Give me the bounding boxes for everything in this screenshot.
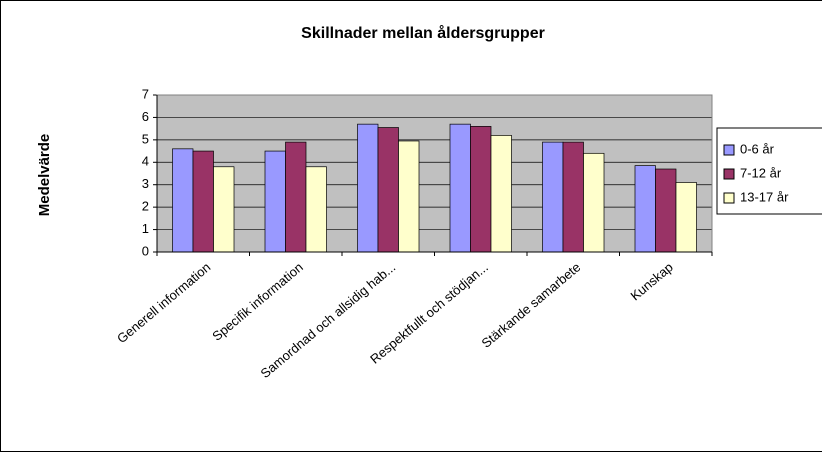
bar xyxy=(450,124,471,252)
bar xyxy=(563,142,584,252)
chart-title: Skillnader mellan åldersgrupper xyxy=(301,24,545,42)
bar xyxy=(358,124,379,252)
legend-swatch xyxy=(724,145,734,155)
legend-label: 13-17 år xyxy=(740,189,789,204)
y-tick-label: 6 xyxy=(142,109,149,124)
legend-label: 0-6 år xyxy=(740,141,775,156)
bar xyxy=(543,142,564,252)
y-tick-label: 7 xyxy=(142,86,149,101)
bar xyxy=(265,151,286,252)
bar xyxy=(399,141,420,252)
y-tick-label: 4 xyxy=(142,154,149,169)
bar xyxy=(286,142,307,252)
bar xyxy=(635,166,656,252)
y-axis-label: Medelvärde xyxy=(36,134,53,217)
bar xyxy=(214,167,235,252)
legend-swatch xyxy=(724,193,734,203)
y-tick-label: 2 xyxy=(142,199,149,214)
y-tick-label: 0 xyxy=(142,243,149,258)
legend-swatch xyxy=(724,169,734,179)
bar xyxy=(584,153,605,252)
y-tick-label: 3 xyxy=(142,176,149,191)
bar xyxy=(306,167,327,252)
bar xyxy=(173,149,194,252)
bar xyxy=(491,135,512,252)
plot-area xyxy=(157,95,712,252)
bar xyxy=(676,182,697,252)
legend-label: 7-12 år xyxy=(740,165,782,180)
y-tick-label: 1 xyxy=(142,221,149,236)
bar xyxy=(471,126,492,252)
bar xyxy=(656,169,677,252)
bar xyxy=(378,128,399,252)
y-tick-label: 5 xyxy=(142,131,149,146)
bar xyxy=(193,151,214,252)
